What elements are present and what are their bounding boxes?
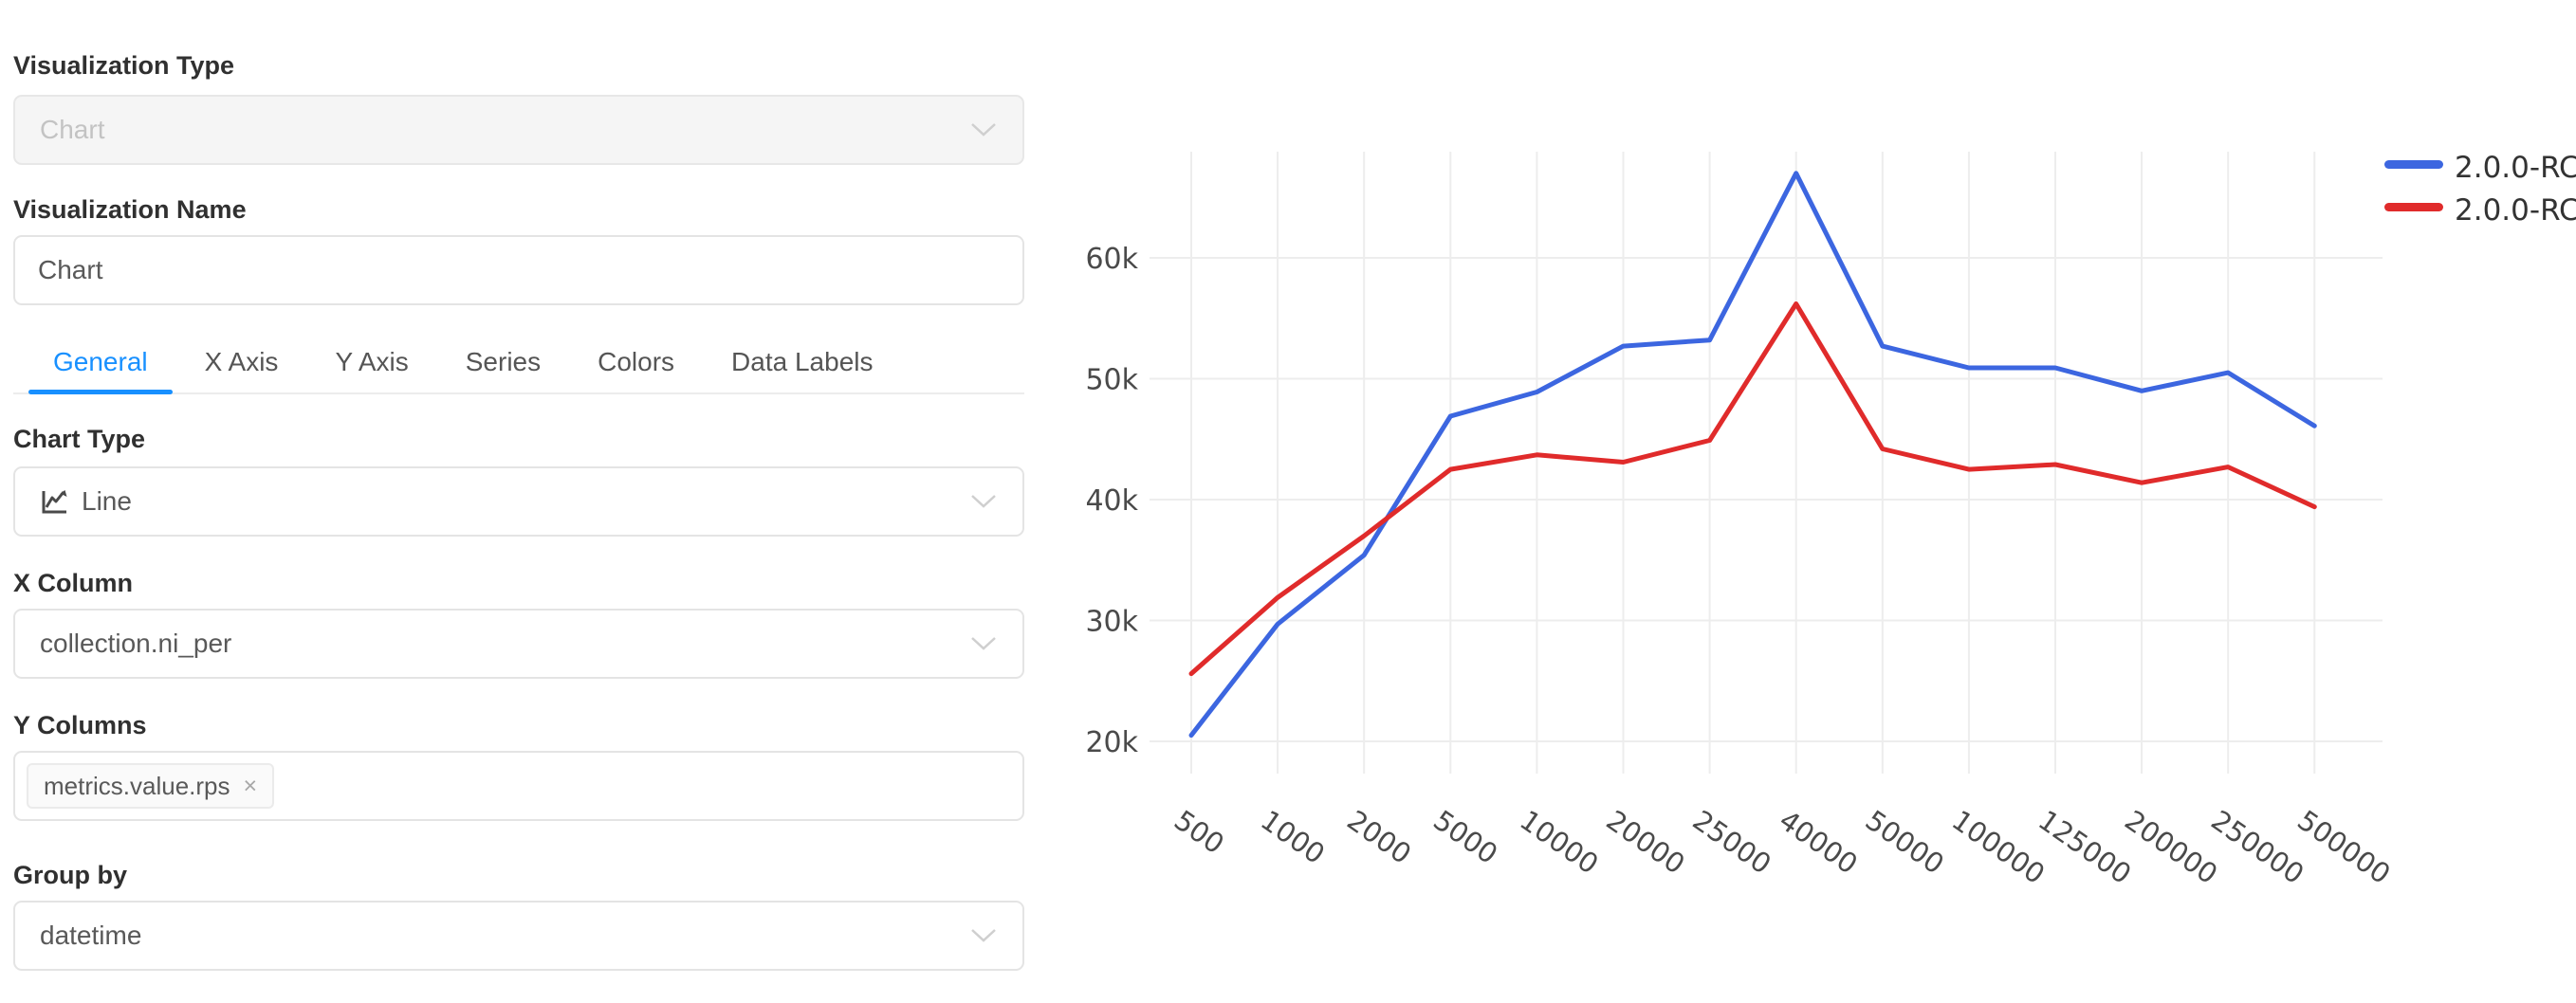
chart-area: 20k 30k 40k 50k 60k 500 1000 2000 5000 10000 20000… (1043, 114, 2576, 1003)
y-columns-label: Y Columns (13, 711, 147, 739)
y-column-tag: metrics.value.rps × (27, 763, 275, 809)
chart-type-select[interactable]: Line (13, 466, 1024, 537)
tab-general[interactable]: General (28, 347, 173, 394)
x-tick-label: 50000 (1860, 804, 1950, 881)
settings-tabs: General X Axis Y Axis Series Colors Data… (13, 347, 1024, 394)
tab-data-labels[interactable]: Data Labels (731, 347, 874, 376)
x-tick-label: 5000 (1427, 804, 1503, 870)
chevron-down-icon (971, 123, 996, 137)
y-tick-label: 20k (1085, 726, 1138, 759)
y-tick-label: 40k (1085, 484, 1138, 518)
x-column-value: collection.ni_per (40, 629, 232, 658)
tab-x-axis[interactable]: X Axis (204, 347, 279, 376)
x-tick-label: 200000 (2119, 804, 2223, 890)
x-tick-label: 40000 (1774, 804, 1864, 881)
x-tick-label: 500000 (2291, 804, 2396, 890)
y-tick-label: 50k (1085, 364, 1138, 397)
x-tick-label: 20000 (1600, 804, 1690, 881)
x-tick-label: 250000 (2205, 804, 2309, 890)
chart-type-label: Chart Type (13, 425, 146, 453)
line-chart-icon (42, 490, 67, 514)
visualization-type-value: Chart (40, 115, 105, 144)
tab-colors[interactable]: Colors (598, 347, 675, 376)
visualization-type-label: Visualization Type (13, 51, 235, 80)
group-by-select[interactable]: datetime (13, 901, 1024, 971)
chevron-down-icon (971, 495, 996, 508)
x-tick-label: 10000 (1514, 804, 1604, 881)
remove-tag-icon[interactable]: × (243, 772, 258, 799)
visualization-name-label: Visualization Name (13, 195, 247, 224)
y-columns-multiselect[interactable]: metrics.value.rps × (13, 751, 1024, 821)
x-tick-label: 125000 (2033, 804, 2137, 890)
legend-swatch[interactable] (2384, 160, 2443, 169)
x-column-select[interactable]: collection.ni_per (13, 609, 1024, 679)
chevron-down-icon (971, 929, 996, 942)
y-tick-label: 30k (1085, 606, 1138, 639)
group-by-label: Group by (13, 861, 127, 889)
chart-type-value: Line (82, 486, 132, 516)
x-tick-label: 100000 (1946, 804, 2051, 890)
x-tick-label: 1000 (1255, 804, 1331, 870)
chevron-down-icon (971, 637, 996, 650)
x-tick-label: 25000 (1687, 804, 1777, 881)
visualization-name-input[interactable] (13, 235, 1024, 305)
visualization-config-panel: Visualization Type Chart Visualization N… (13, 0, 1024, 971)
legend-swatch[interactable] (2384, 203, 2443, 211)
legend-label[interactable]: 2.0.0-RC5 (2455, 151, 2576, 185)
tab-y-axis[interactable]: Y Axis (335, 347, 409, 376)
series-line-2.0.0-RC3 (1188, 301, 2317, 677)
x-column-label: X Column (13, 569, 133, 597)
series-line-2.0.0-RC5 (1188, 171, 2317, 739)
y-column-tag-text: metrics.value.rps (44, 772, 230, 800)
x-tick-label: 500 (1168, 804, 1230, 861)
visualization-type-select: Chart (13, 95, 1024, 165)
tab-series[interactable]: Series (465, 347, 542, 376)
group-by-value: datetime (40, 921, 142, 950)
x-tick-label: 2000 (1341, 804, 1417, 870)
y-tick-label: 60k (1085, 243, 1138, 276)
legend-label[interactable]: 2.0.0-RC3 (2455, 193, 2576, 228)
